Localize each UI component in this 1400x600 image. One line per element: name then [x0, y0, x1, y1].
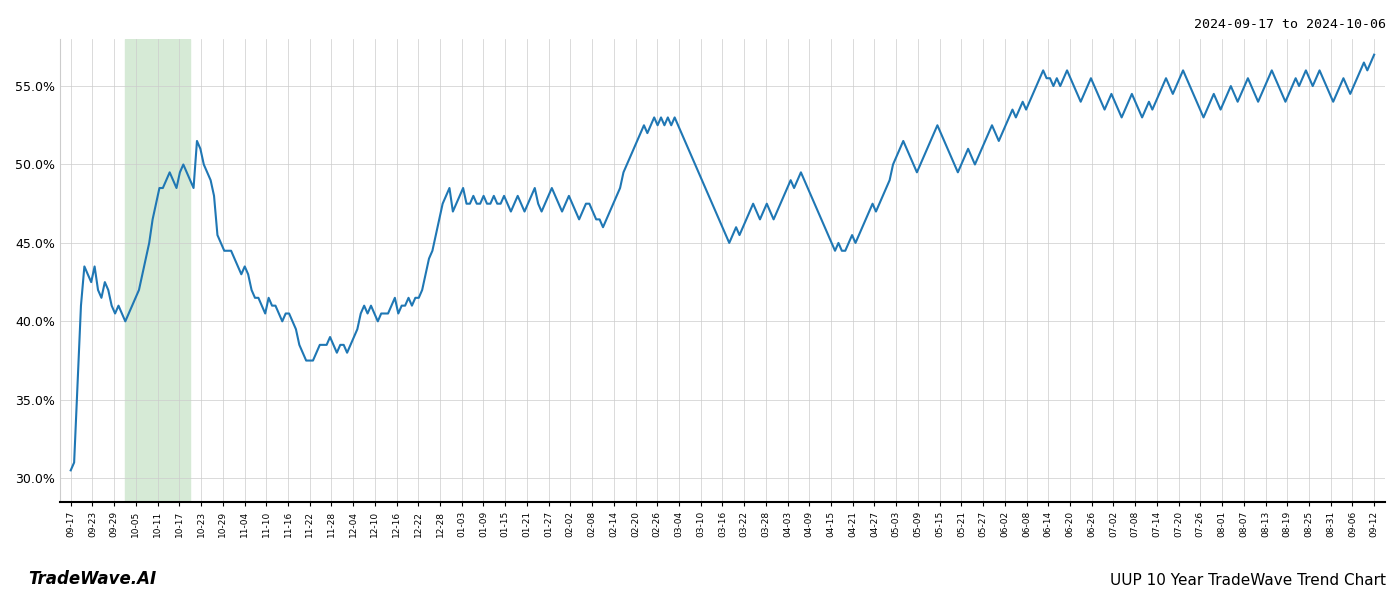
Text: 2024-09-17 to 2024-10-06: 2024-09-17 to 2024-10-06	[1194, 18, 1386, 31]
Bar	[125, 39, 190, 502]
Text: TradeWave.AI: TradeWave.AI	[28, 570, 157, 588]
Text: UUP 10 Year TradeWave Trend Chart: UUP 10 Year TradeWave Trend Chart	[1110, 573, 1386, 588]
